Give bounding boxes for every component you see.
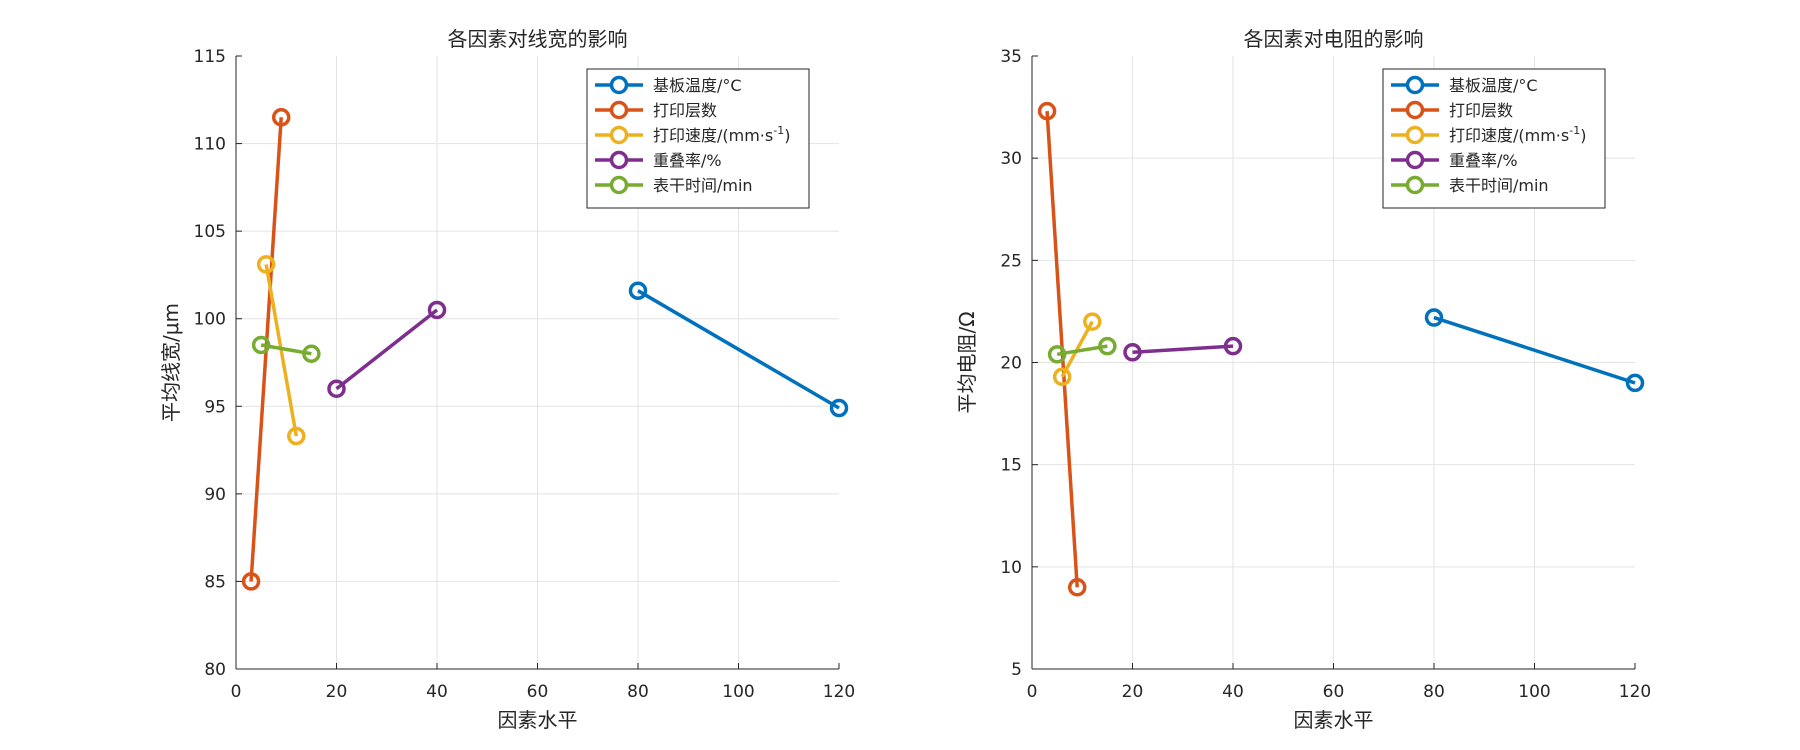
legend-entry-1: 基板温度/°C [653,76,742,95]
x-tick-label: 0 [231,682,242,702]
x-tick-label: 40 [426,682,448,702]
chart-title: 各因素对电阻的影响 [1244,27,1424,51]
legend-swatch-marker [1405,150,1425,170]
x-tick-label: 0 [1027,682,1038,702]
legend-swatch-marker [1405,175,1425,195]
x-tick-label: 20 [1122,682,1144,702]
legend-swatch-marker [1405,75,1425,95]
x-tick-label: 100 [722,682,754,702]
legend-entry-text: 基板温度/°C [653,76,742,95]
legend-entry-2: 打印层数 [1449,101,1513,120]
legend-entry-suffix: ) [1580,126,1586,145]
y-tick-label: 95 [204,397,226,417]
legend-swatch-marker [1405,125,1425,145]
legend-entry-3: 打印速度/(mm·s-1) [653,124,790,145]
series-line-1 [637,289,840,410]
y-tick-label: 15 [1000,456,1022,476]
legend-swatch-marker [609,175,629,195]
y-tick-label: 5 [1011,660,1022,680]
legend-entry-text: 重叠率/% [1449,151,1518,170]
legend-entry-text: 打印速度/(mm·s [653,126,773,145]
data-point [1098,336,1117,356]
legend-entry-text: 打印层数 [653,101,717,120]
legend-swatch-marker [1405,100,1425,120]
legend-entry-text: 打印速度/(mm·s [1449,126,1569,145]
legend-entry-superscript: -1 [1569,124,1580,137]
chart-panel-1: 0 20 40 60 80 100 120 80 85 90 95 100 105 110 115 各因素对线… [159,27,855,732]
legend-entry-superscript: -1 [773,124,784,137]
y-tick-label: 20 [1000,354,1022,374]
chart-title: 各因素对线宽的影响 [448,27,628,51]
x-tick-label: 80 [627,682,649,702]
legend-entry-5: 表干时间/min [653,176,753,195]
data-point [251,335,271,355]
x-axis-label: 因素水平 [498,708,578,732]
y-tick-label: 85 [204,572,226,592]
data-point [302,344,321,363]
x-tick-label: 100 [1518,682,1550,702]
data-point [1037,101,1057,121]
legend-entry-text: 表干时间/min [653,176,753,195]
legend-entry-text: 基板温度/°C [1449,76,1538,95]
legend-swatch-marker [609,100,629,120]
y-axis-label: 平均线宽/μm [159,303,183,422]
data-point [1047,345,1067,364]
x-tick-label: 60 [1323,682,1345,702]
legend-entry-4: 重叠率/% [1449,151,1518,170]
x-axis-label: 因素水平 [1294,708,1374,732]
x-tick-label: 80 [1423,682,1445,702]
data-point [1052,367,1072,387]
series-line-1 [1433,315,1636,385]
legend-entry-3: 打印速度/(mm·s-1) [1449,124,1586,145]
x-tick-label: 60 [527,682,549,702]
legend-entry-2: 打印层数 [653,101,717,120]
series-line-3 [1060,320,1094,378]
data-point [1625,373,1645,393]
series-line-4 [335,308,439,391]
legend-entry-1: 基板温度/°C [1449,76,1538,95]
y-tick-label: 100 [194,310,226,330]
data-point [271,108,291,127]
legend-swatch-marker [609,150,629,170]
data-point [1067,578,1087,597]
y-tick-label: 110 [194,135,226,155]
series-line-4 [1132,344,1234,355]
data-point [1123,343,1142,362]
legend-entry-5: 表干时间/min [1449,176,1549,195]
chart-panel-2: 0 20 40 60 80 100 120 5 10 15 20 25 30 35 各因素对电阻的影响因素水… [955,27,1651,732]
y-tick-label: 105 [194,222,226,242]
y-tick-label: 30 [1000,149,1022,169]
y-axis-label: 平均电阻/Ω [955,311,979,413]
legend-entry-suffix: ) [784,126,790,145]
legend-swatch-marker [609,125,629,145]
y-tick-label: 10 [1000,558,1022,578]
data-point [256,255,276,274]
x-tick-label: 120 [1619,682,1651,702]
x-tick-label: 20 [326,682,348,702]
y-tick-label: 25 [1000,251,1022,271]
legend-entry-4: 重叠率/% [653,151,722,170]
data-point [1424,308,1444,327]
legend-entry-text: 重叠率/% [653,151,722,170]
x-tick-label: 40 [1222,682,1244,702]
data-point [241,572,261,591]
data-point [427,300,447,320]
legend-entry-text: 打印层数 [1449,101,1513,120]
data-point [1223,336,1243,356]
data-point [628,281,648,300]
data-point [829,398,849,418]
y-tick-label: 80 [204,660,226,680]
x-tick-label: 120 [823,682,855,702]
data-point [327,379,346,399]
legend-entry-text: 表干时间/min [1449,176,1549,195]
data-point [1083,312,1102,331]
legend-swatch-marker [609,75,629,95]
y-tick-label: 90 [204,485,226,505]
y-tick-label: 35 [1000,47,1022,67]
y-tick-label: 115 [194,47,226,67]
data-point [287,426,306,446]
